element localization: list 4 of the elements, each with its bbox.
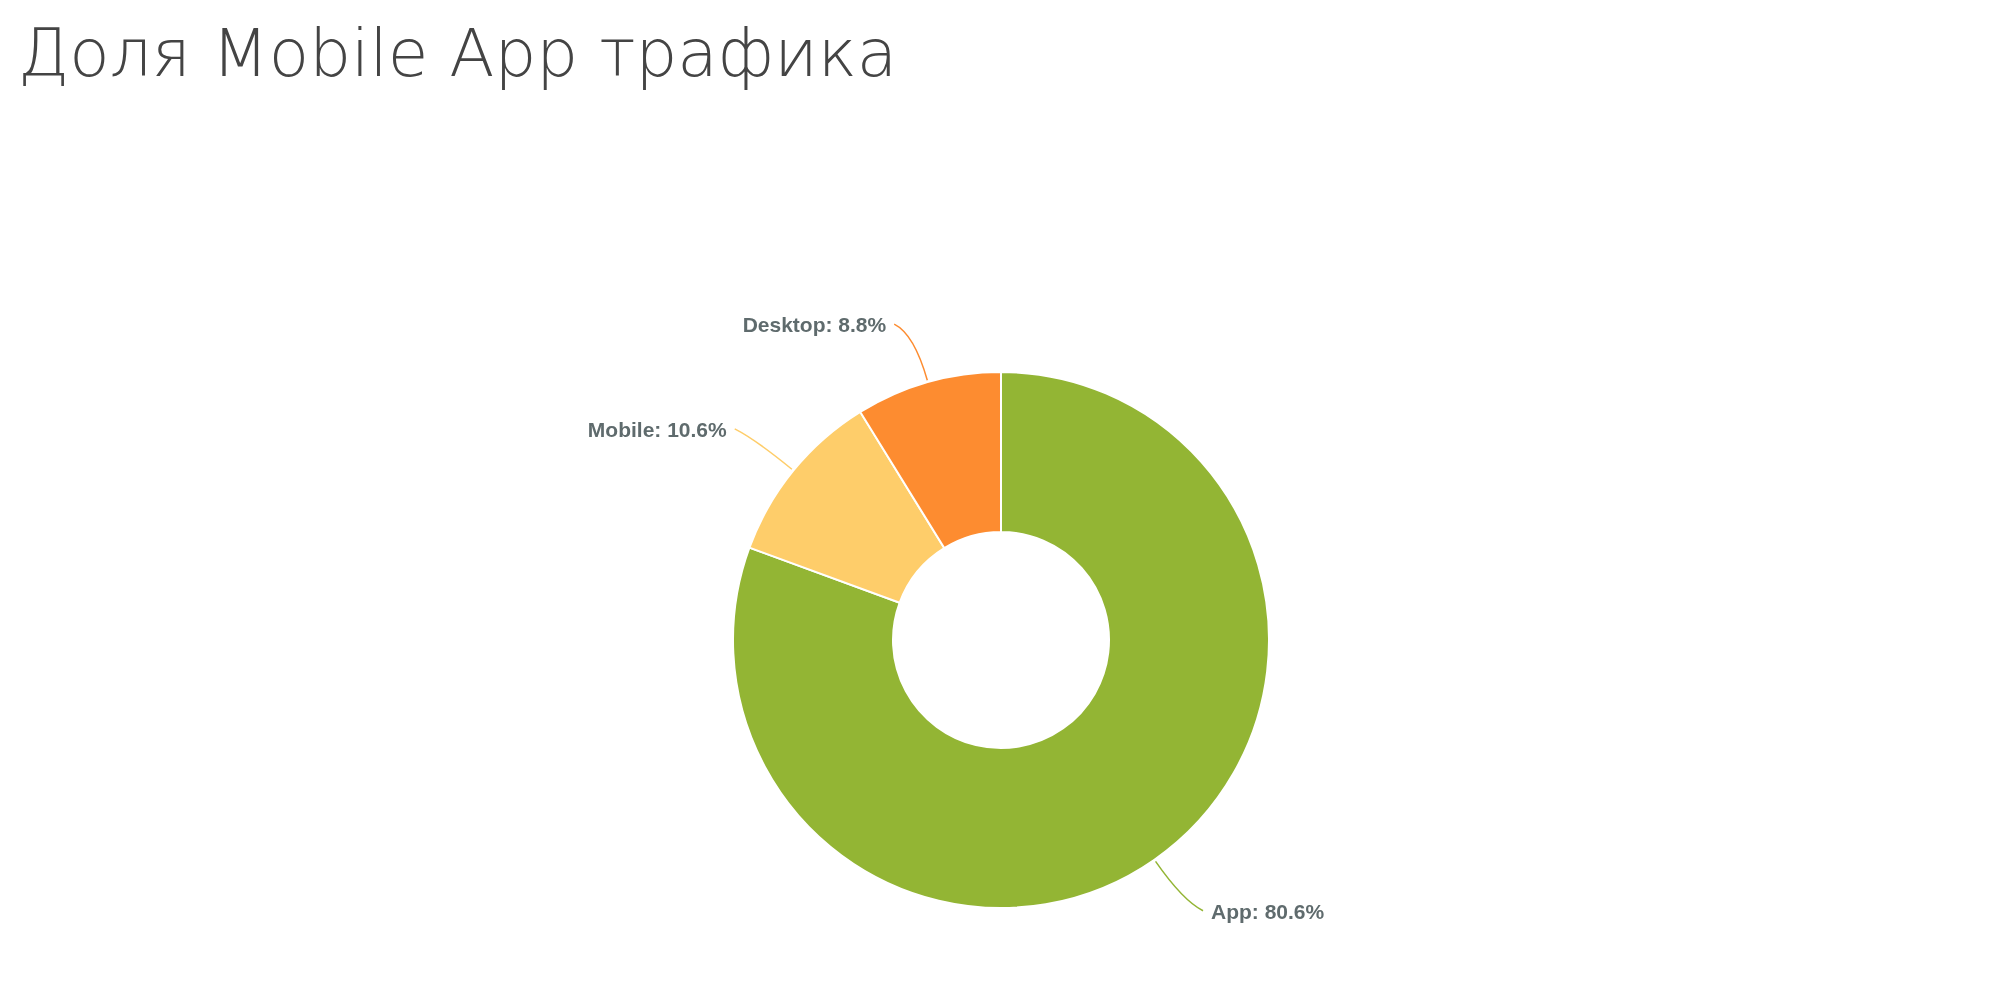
chart-title: Доля Mobile App трафика: [18, 15, 898, 92]
slice-label: Mobile: 10.6%: [587, 417, 728, 441]
slice-label: App: 80.6%: [1211, 899, 1325, 923]
slice-label: Desktop: 8.8%: [742, 313, 887, 337]
